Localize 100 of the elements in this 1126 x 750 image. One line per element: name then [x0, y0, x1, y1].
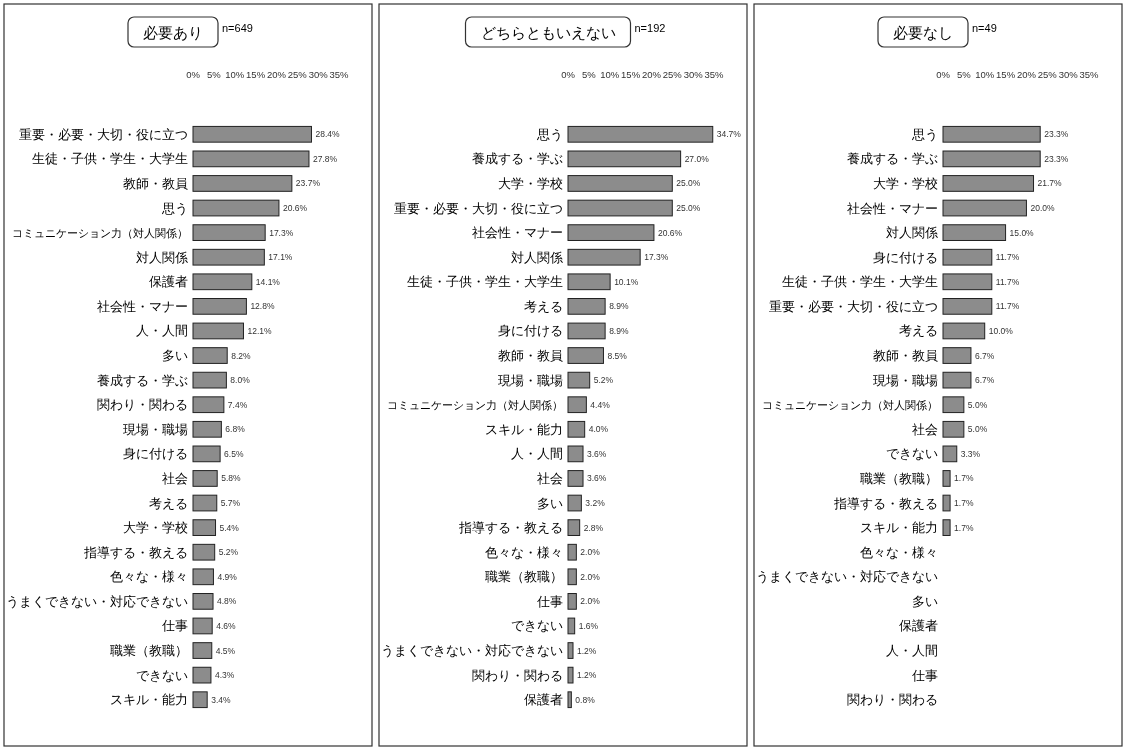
y-tick-label: 教師・教員: [123, 175, 188, 191]
x-tick-label: 10%: [225, 69, 245, 80]
data-label: 1.7%: [954, 473, 974, 484]
bar: [567, 470, 584, 487]
y-tick-label: 重要・必要・大切・役に立つ: [19, 126, 188, 142]
chart-title: どちらともいえない: [480, 24, 616, 41]
bar: [192, 543, 216, 561]
y-tick-label: 教師・教員: [873, 348, 938, 364]
y-tick-label: 対人関係: [136, 249, 188, 265]
y-tick-label: 考える: [899, 323, 938, 339]
data-label: 17.1%: [268, 252, 293, 263]
data-label: 1.7%: [954, 522, 974, 533]
x-tick-label: 15%: [246, 69, 266, 80]
data-label: 12.8%: [250, 301, 275, 312]
data-label: 3.6%: [587, 473, 607, 484]
data-label: 20.0%: [1030, 203, 1055, 214]
y-tick-label: 色々な・様々: [485, 544, 563, 560]
bar: [942, 224, 1007, 241]
bar: [192, 248, 265, 266]
bar: [567, 371, 591, 389]
bar: [942, 519, 951, 536]
data-label: 5.4%: [219, 522, 240, 533]
bar: [192, 298, 247, 315]
bar: [942, 445, 958, 463]
bar: [942, 125, 1041, 143]
x-tick-label: 20%: [266, 69, 287, 80]
data-label: 10.1%: [614, 276, 639, 287]
y-tick-label: 大学・学校: [498, 175, 563, 191]
y-tick-label: 身に付ける: [123, 446, 188, 462]
data-label: 8.2%: [231, 350, 252, 361]
data-label: 1.6%: [578, 620, 599, 631]
x-tick-label: 25%: [662, 69, 683, 80]
x-tick-label: 10%: [975, 69, 995, 80]
bar: [567, 347, 604, 364]
y-tick-label: 仕事: [536, 593, 563, 609]
y-tick-label: 色々な・様々: [110, 569, 188, 585]
data-label: 3.2%: [585, 498, 606, 509]
y-tick-label: 仕事: [911, 667, 938, 683]
bar: [567, 248, 641, 266]
bar: [192, 691, 208, 709]
bar: [192, 175, 293, 192]
bar: [567, 666, 574, 684]
x-tick-label: 5%: [956, 69, 972, 80]
bar: [567, 445, 584, 463]
data-label: 25.0%: [676, 178, 701, 189]
data-label: 27.0%: [684, 153, 710, 164]
bar: [192, 593, 214, 610]
bar: [192, 666, 212, 684]
x-tick-label: 15%: [996, 69, 1016, 80]
data-label: 14.1%: [255, 276, 281, 287]
bar: [567, 617, 576, 635]
x-tick-label: 0%: [561, 69, 576, 80]
bar: [192, 273, 253, 291]
bar: [567, 543, 577, 561]
y-tick-label: 人・人間: [886, 643, 938, 659]
data-label: 1.2%: [577, 645, 597, 656]
bar: [192, 445, 221, 463]
y-tick-label: 現場・職場: [123, 421, 188, 437]
bar: [192, 125, 312, 143]
y-tick-label: スキル・能力: [110, 692, 188, 708]
data-label: 8.0%: [230, 375, 251, 386]
bar: [567, 396, 587, 414]
x-tick-label: 30%: [683, 69, 704, 80]
bar: [192, 224, 266, 241]
y-tick-label: コミュニケーション力（対人関係）: [762, 399, 938, 412]
bar: [192, 371, 227, 389]
bar: [942, 371, 972, 389]
y-tick-label: 生徒・子供・学生・大学生: [407, 274, 563, 290]
y-tick-label: うまくできない・対応できない: [381, 643, 563, 659]
y-tick-label: 社会: [162, 470, 188, 486]
data-label: 27.8%: [312, 153, 338, 164]
bar: [942, 248, 993, 266]
bar: [567, 691, 572, 709]
y-tick-label: できない: [136, 667, 188, 683]
y-tick-label: 生徒・子供・学生・大学生: [32, 151, 188, 167]
y-tick-label: 職業（教職）: [860, 470, 938, 486]
y-tick-label: 保護者: [149, 274, 188, 290]
data-label: 6.7%: [974, 375, 995, 386]
data-label: 11.7%: [995, 276, 1020, 287]
data-label: 28.4%: [315, 129, 341, 140]
y-tick-label: 養成する・学ぶ: [847, 151, 938, 167]
bar: [942, 396, 965, 414]
data-label: 25.0%: [676, 203, 701, 214]
data-label: 23.7%: [295, 178, 321, 189]
y-tick-label: 養成する・学ぶ: [472, 151, 563, 167]
bar: [192, 642, 213, 659]
bar: [942, 322, 986, 340]
chart-subtitle: n=49: [972, 22, 997, 34]
x-tick-label: 0%: [186, 69, 201, 80]
y-tick-label: うまくできない・対応できない: [756, 569, 938, 585]
data-label: 8.9%: [609, 325, 629, 336]
bar: [942, 175, 1035, 192]
x-tick-label: 30%: [1058, 69, 1079, 80]
y-tick-label: 思う: [161, 200, 188, 216]
data-label: 4.8%: [217, 596, 237, 607]
data-label: 4.5%: [215, 645, 236, 656]
data-label: 21.7%: [1037, 178, 1063, 189]
y-tick-label: 指導する・教える: [833, 495, 938, 511]
y-tick-label: 大学・学校: [123, 520, 188, 536]
x-tick-label: 10%: [600, 69, 620, 80]
